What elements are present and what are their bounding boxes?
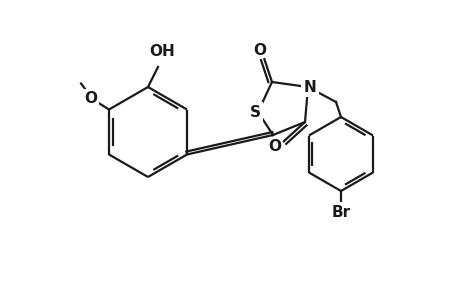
Text: Br: Br [331,205,350,220]
Text: O: O [84,91,97,106]
Text: S: S [249,104,260,119]
Text: N: N [303,80,316,94]
Text: O: O [253,43,266,58]
Text: O: O [268,139,281,154]
Text: OH: OH [149,44,174,59]
